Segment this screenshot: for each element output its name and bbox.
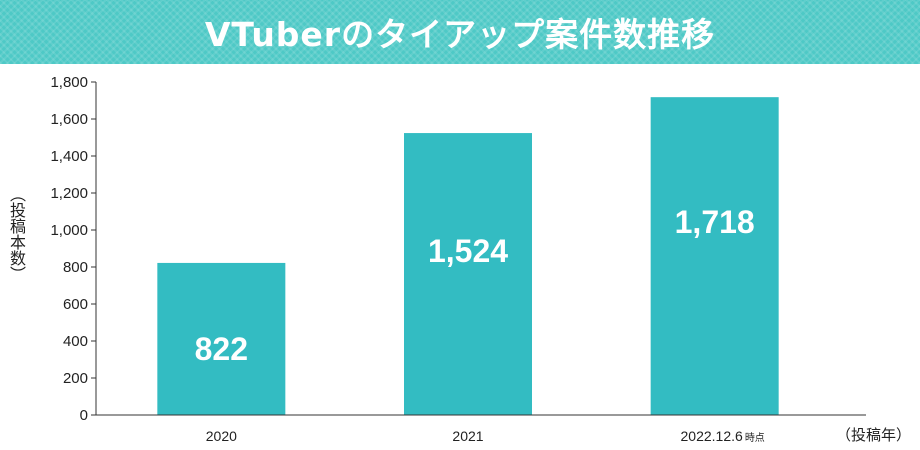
y-tick-label: 0 [80, 407, 88, 424]
bar [404, 133, 532, 415]
x-tick-label: 2022.12.6 時点 [681, 428, 765, 444]
y-tick-label: 1,400 [50, 148, 88, 165]
bar [157, 262, 286, 415]
title-banner: VTuberのタイアップ案件数推移 [0, 0, 920, 64]
y-tick-label: 1,000 [50, 222, 88, 239]
bars: 822 1,524 1,718 [157, 97, 779, 416]
x-axis: 2020 2021 2022.12.6 時点 [96, 414, 866, 444]
y-tick-label: 1,200 [50, 185, 88, 202]
x-tick-label: 2020 [206, 428, 237, 444]
x-tick-label: 2021 [452, 428, 483, 444]
y-axis: 0 200 400 600 800 1,000 1,200 1,400 1,600 1,800 [50, 74, 97, 424]
bar [650, 97, 779, 416]
bar-value-label: 822 [195, 331, 248, 367]
y-tick-label: 800 [63, 259, 88, 276]
x-axis-label: （投稿年） [836, 426, 912, 444]
y-tick-label: 600 [63, 296, 88, 313]
x-tick-note: 時点 [745, 432, 765, 444]
bar-value-label: 1,524 [428, 233, 508, 269]
chart-title: VTuberのタイアップ案件数推移 [204, 15, 716, 54]
bar-chart: 0 200 400 600 800 1,000 1,200 1,400 1,600 1,800 8… [50, 74, 866, 444]
y-tick-label: 400 [63, 333, 88, 350]
bar-value-label: 1,718 [675, 204, 755, 240]
y-axis-label: （投稿本数） [7, 186, 26, 282]
y-tick-label: 1,800 [50, 74, 88, 91]
y-tick-label: 200 [63, 370, 88, 387]
y-tick-label: 1,600 [50, 111, 88, 128]
